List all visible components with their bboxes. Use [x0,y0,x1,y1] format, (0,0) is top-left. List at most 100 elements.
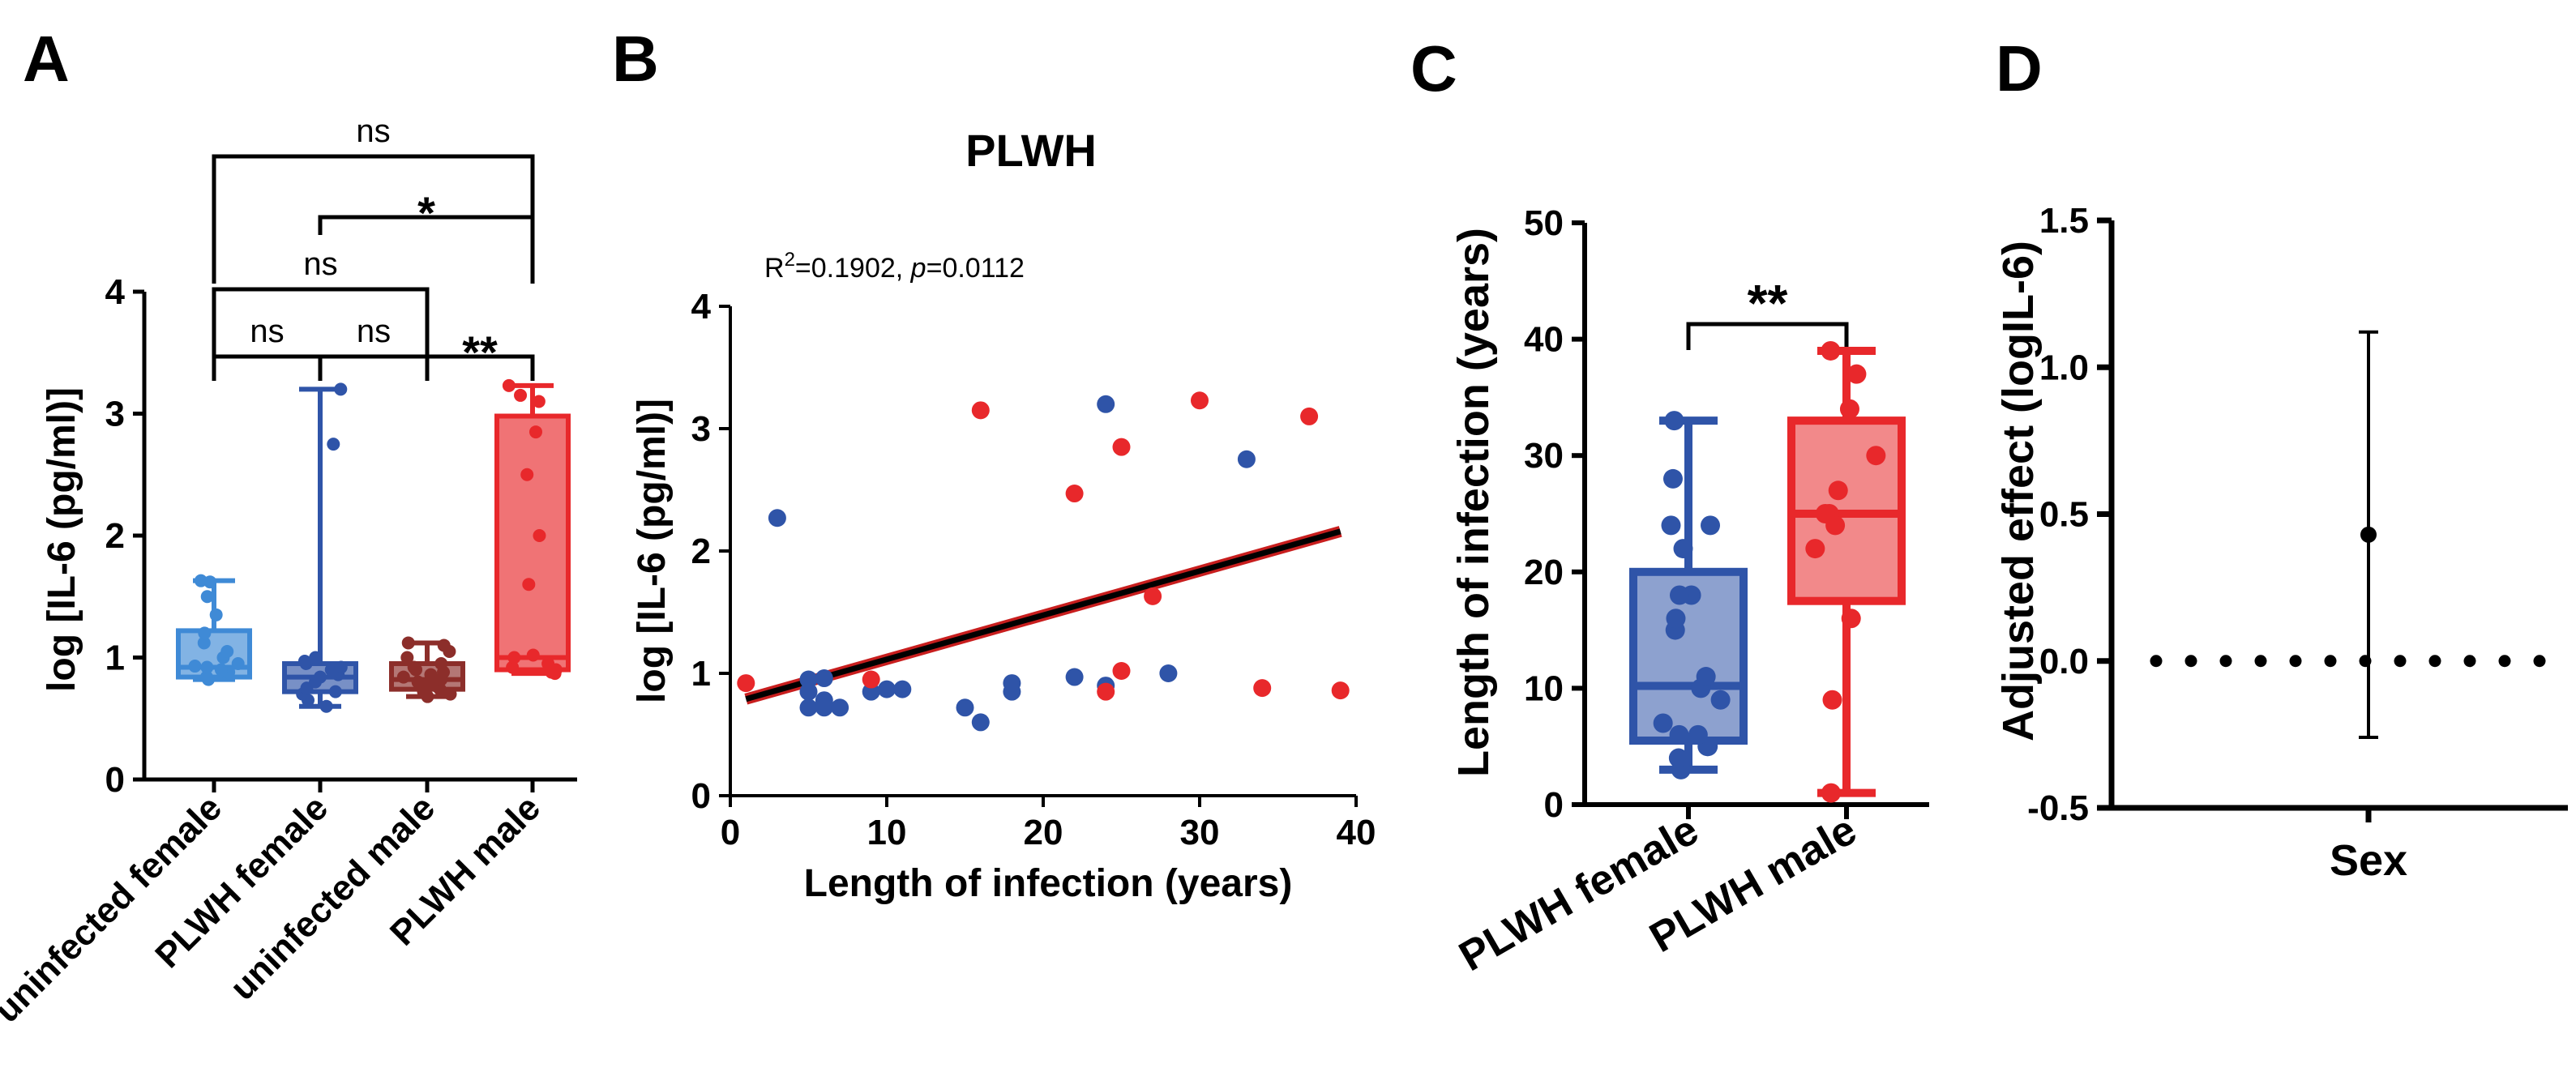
y-tick-label: 50 [1524,203,1564,243]
significance-label: * [417,187,435,238]
scatter-point [737,674,755,693]
scatter-point [815,669,833,688]
data-point [1664,411,1684,431]
scatter-point [831,698,849,717]
significance-label: ns [357,314,391,349]
data-point [200,660,214,674]
panel-letter-b: B [612,23,659,95]
data-point [1673,539,1693,559]
panel-b-annotation: R2=0.1902, p=0.0112 [764,249,1025,284]
panel-c-significance: ** [1686,274,1849,350]
scatter-point [1097,682,1115,701]
scatter-point [1144,587,1162,605]
data-point [400,651,414,664]
data-point [401,636,415,650]
scatter-point [1065,668,1084,686]
scatter-point [1112,438,1131,456]
data-point [1710,690,1731,710]
data-point [1696,667,1716,687]
data-point [1828,480,1848,501]
y-tick-label: 2 [691,532,711,571]
scatter-point [1191,391,1209,410]
data-point [528,425,542,439]
box [176,628,252,680]
y-tick-label: 30 [1524,436,1564,476]
data-point [200,590,214,604]
significance-label: ** [462,327,498,378]
y-tick-label: 1 [105,639,125,678]
panel-d-plot [2150,330,2558,739]
y-tick-label: 0 [1544,785,1564,825]
data-point [522,578,536,592]
y-tick-label: 20 [1524,553,1564,592]
x-tick-label: 0 [721,813,740,852]
scatter-point [799,682,818,701]
data-point [324,663,338,677]
scatter-point [799,670,818,689]
data-point [1668,748,1688,768]
r-squared-superscript: 2 [785,249,795,271]
data-point [198,626,212,640]
data-point [297,655,311,668]
data-point [520,468,534,481]
data-point [188,660,202,673]
y-tick-label: 1.5 [2039,201,2089,241]
scatter-point [768,509,786,527]
scatter-point [878,680,896,698]
panel-d-ylabel: Adjusted effect (logIL-6) [1994,241,2043,741]
scatter-point [1237,450,1256,468]
data-point [1662,468,1683,489]
data-point [507,651,521,664]
panel-letter-a: A [23,23,70,95]
panel-b: B PLWH R2=0.1902, p=0.0112 log [IL-6 (pg… [612,23,1376,905]
data-point [506,660,520,674]
data-point [411,675,425,689]
scatter-point [1331,681,1350,700]
data-point [424,668,438,681]
effect-estimate-point [2360,526,2377,543]
data-point [1866,446,1886,466]
data-point [514,388,528,402]
data-point [1821,340,1841,361]
data-point [214,663,228,677]
panel-a-ylabel: log [IL-6 (pg/ml)] [41,387,83,692]
data-point [197,636,211,650]
data-point [437,639,451,652]
scatter-point [1065,485,1084,503]
data-point [502,378,516,392]
data-point [231,657,245,671]
panel-d-xlabel: Sex [2330,836,2407,885]
data-point [541,657,555,671]
data-point [1805,539,1825,559]
panel-b-xlabel: Length of infection (years) [804,862,1293,905]
data-point [328,685,342,698]
panel-b-title: PLWH [965,125,1097,176]
r-squared-prefix: R [764,253,785,284]
data-point [1822,690,1842,710]
significance-label: ** [1748,274,1788,332]
scatter-point [1300,407,1319,425]
y-tick-label: 40 [1524,320,1564,360]
scatter-point [1253,679,1272,698]
scatter-point [971,401,990,420]
data-point [309,651,323,664]
scatter-point [1003,674,1021,693]
panel-letter-c: C [1410,32,1457,105]
p-value: =0.0112 [926,253,1025,284]
panel-b-ylabel: log [IL-6 (pg/ml)] [631,399,674,703]
data-point [1653,713,1673,733]
panel-c-axes: 0 10 20 30 40 50 [1524,203,1929,825]
scatter-point [1159,664,1178,682]
panel-d: D Adjusted effect (logIL-6) Sex -0.5 0.0 0… [1994,32,2568,885]
y-tick-label: -0.5 [2027,788,2089,828]
data-point [1821,783,1841,803]
x-tick-label: 10 [867,813,907,852]
scatter-point [1112,661,1131,680]
panel-c-ylabel: Length of infection (years) [1449,228,1498,777]
data-point [209,608,223,621]
data-point [532,395,546,408]
y-tick-label: 4 [105,272,126,312]
data-point [1839,399,1859,419]
y-tick-label: 4 [691,287,712,327]
